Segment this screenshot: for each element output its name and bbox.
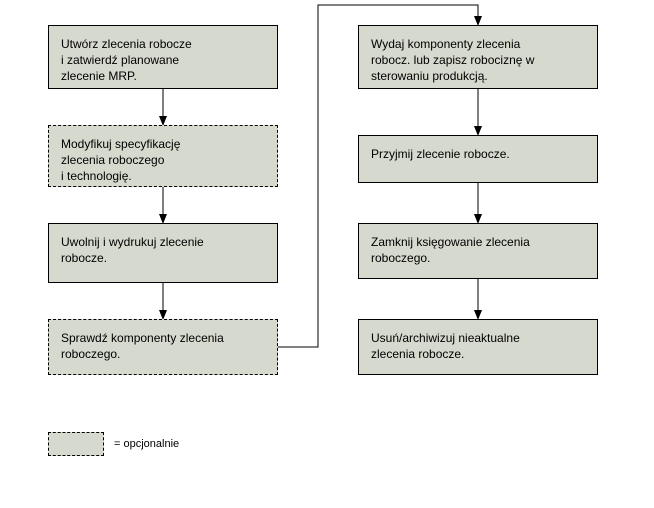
flow-node-n6: Przyjmij zlecenie robocze.: [358, 135, 598, 183]
flow-node-n4: Sprawdź komponenty zlecenia roboczego.: [48, 319, 278, 375]
flow-node-text: Wydaj komponenty zlecenia robocz. lub za…: [371, 36, 534, 85]
legend-label: = opcjonalnie: [114, 438, 179, 450]
flow-node-n7: Zamknij księgowanie zlecenia roboczego.: [358, 223, 598, 279]
flow-node-n1: Utwórz zlecenia robocze i zatwierdź plan…: [48, 25, 278, 89]
flow-node-text: Usuń/archiwizuj nieaktualne zlecenia rob…: [371, 330, 520, 362]
flowchart-container: Utwórz zlecenia robocze i zatwierdź plan…: [0, 0, 654, 508]
flow-node-text: Utwórz zlecenia robocze i zatwierdź plan…: [61, 36, 192, 85]
legend-box: [48, 432, 104, 456]
flow-node-text: Uwolnij i wydrukuj zlecenie robocze.: [61, 234, 204, 266]
flow-node-n5: Wydaj komponenty zlecenia robocz. lub za…: [358, 25, 598, 89]
flow-node-text: Przyjmij zlecenie robocze.: [371, 146, 510, 162]
flow-node-text: Sprawdź komponenty zlecenia roboczego.: [61, 330, 224, 362]
flow-node-text: Zamknij księgowanie zlecenia roboczego.: [371, 234, 530, 266]
flow-node-n8: Usuń/archiwizuj nieaktualne zlecenia rob…: [358, 319, 598, 375]
flow-node-n3: Uwolnij i wydrukuj zlecenie robocze.: [48, 223, 278, 283]
flow-node-text: Modyfikuj specyfikację zlecenia roboczeg…: [61, 136, 180, 185]
flow-node-n2: Modyfikuj specyfikację zlecenia roboczeg…: [48, 125, 278, 187]
